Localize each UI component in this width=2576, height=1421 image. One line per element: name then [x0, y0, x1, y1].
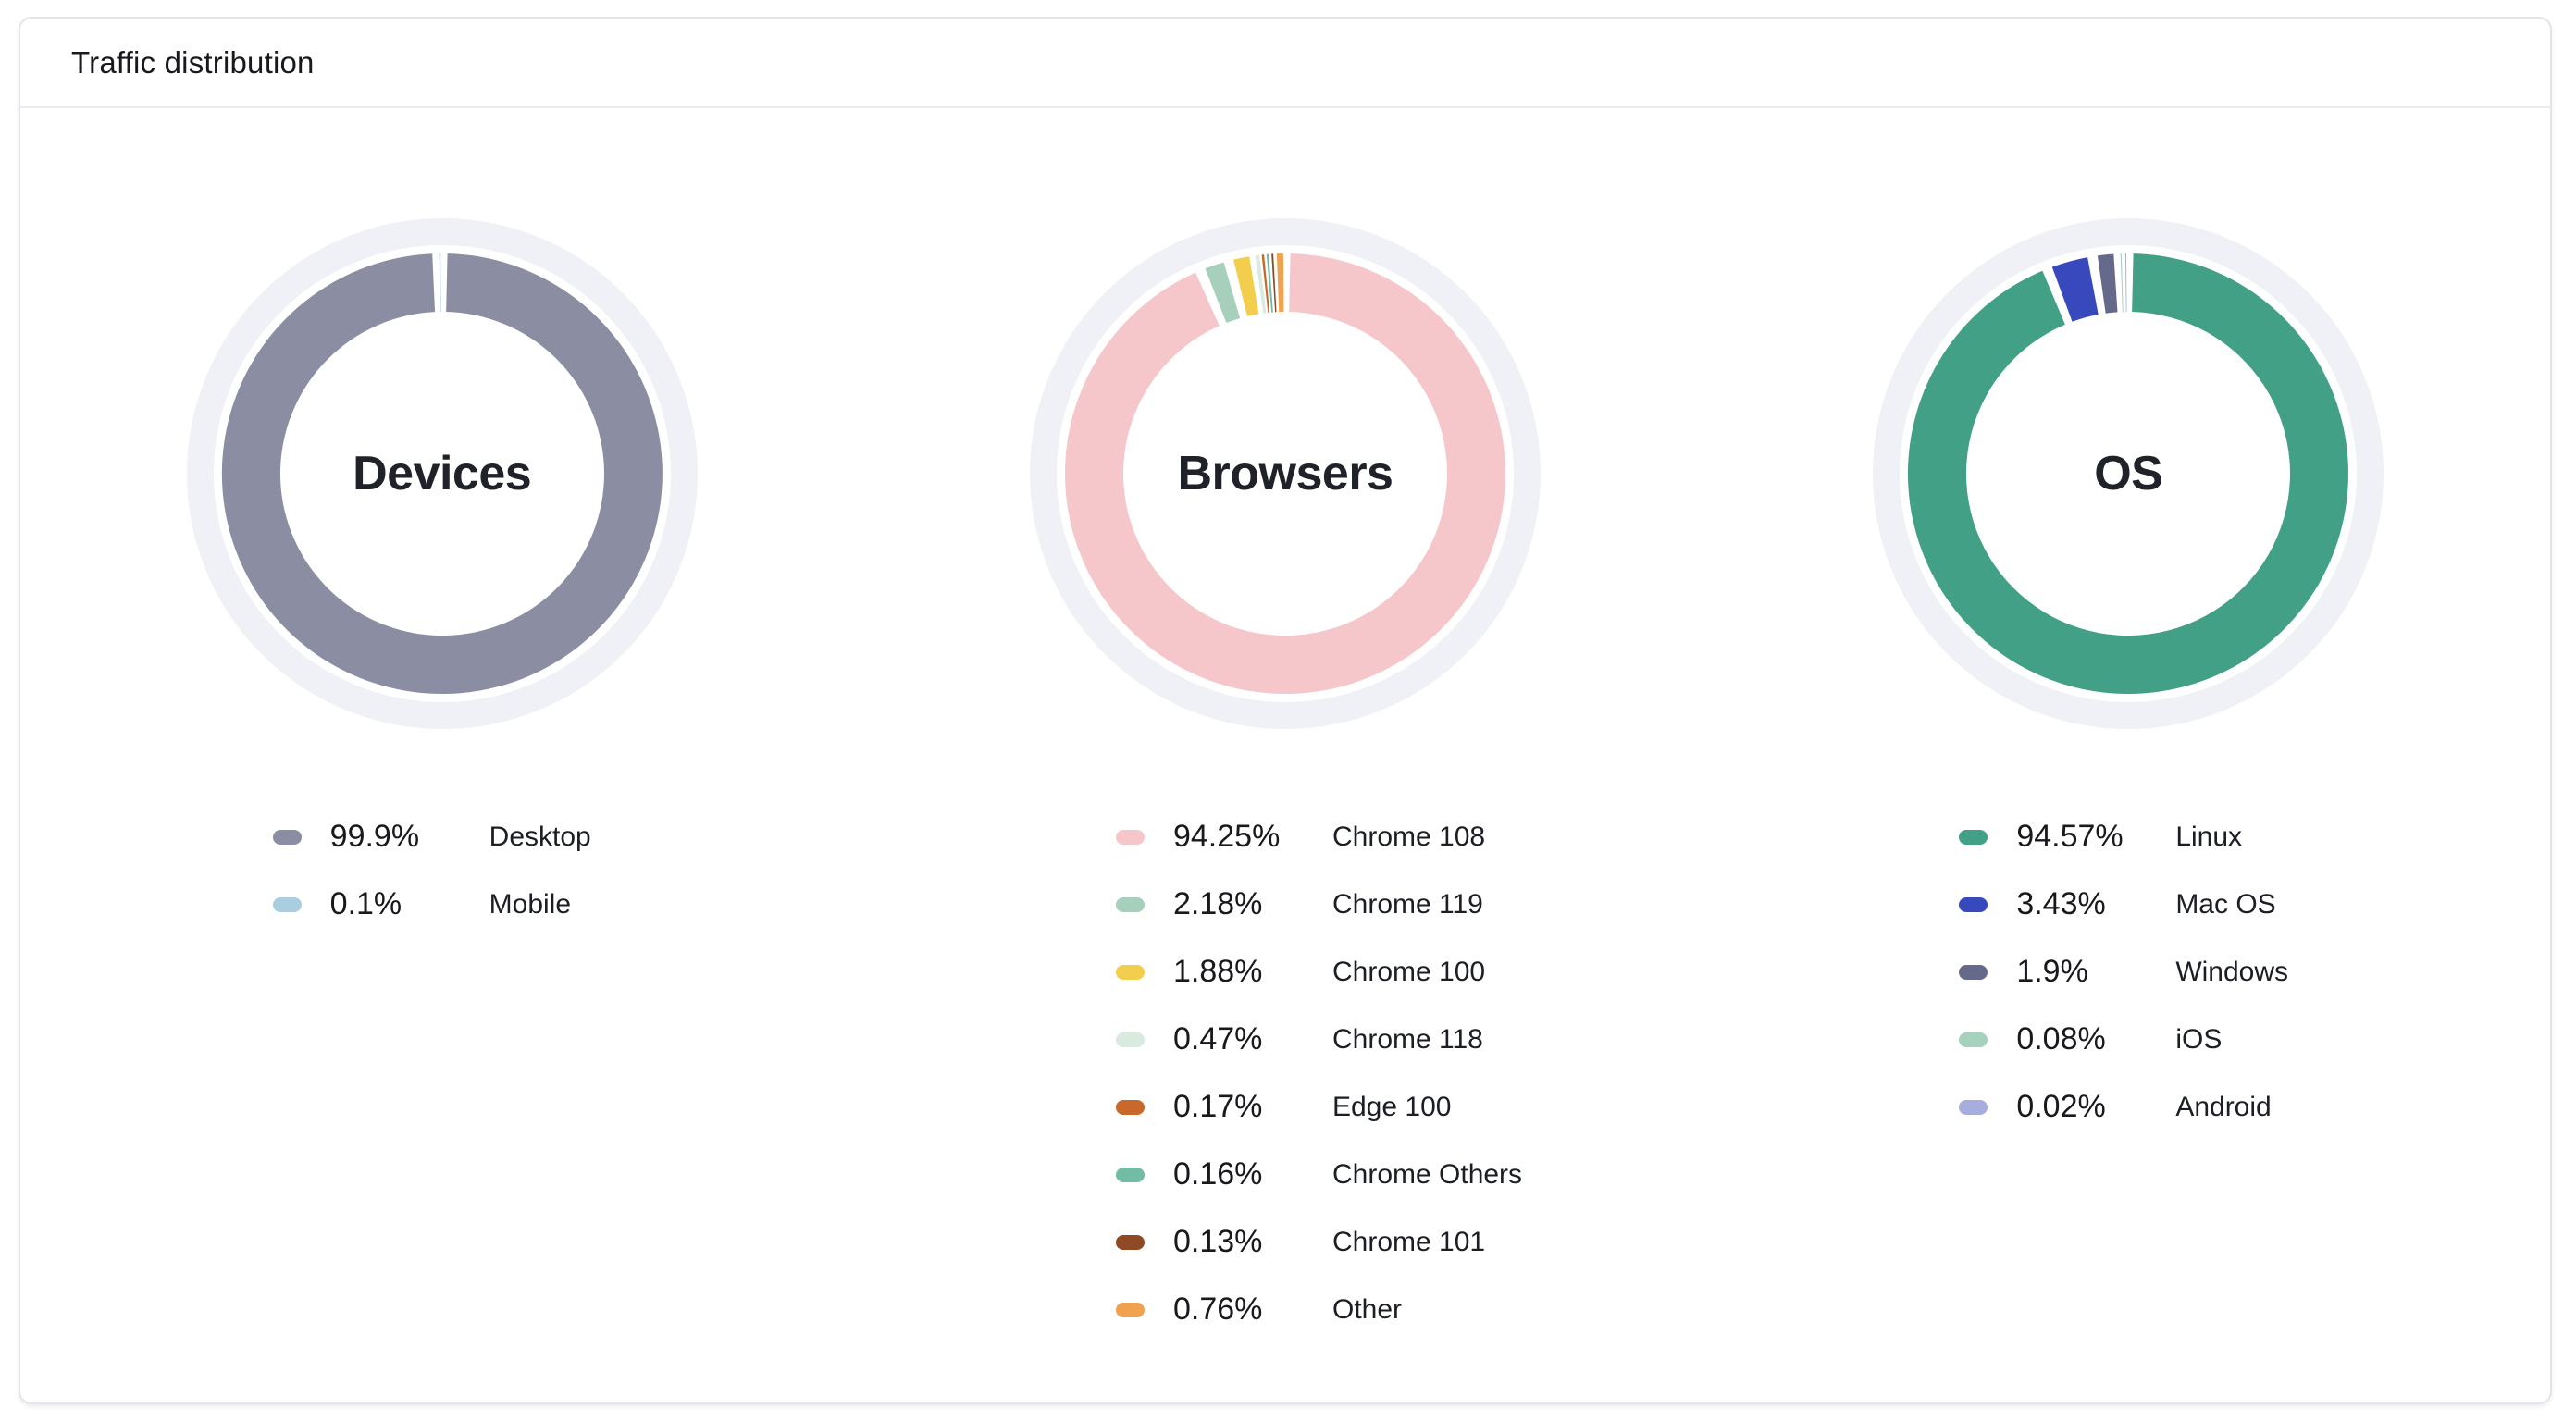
donut-slice-desktop[interactable] — [221, 253, 663, 695]
donut-chart[interactable]: OS — [1869, 215, 2387, 733]
donut-slice-chrome-others[interactable] — [1266, 253, 1273, 313]
legend-row-edge-100[interactable]: 0.17% Edge 100 — [1115, 1073, 1707, 1141]
legend-value: 0.02% — [2016, 1089, 2106, 1124]
donut-slice-windows[interactable] — [2098, 253, 2118, 314]
legend-value: 0.76% — [1172, 1291, 1263, 1327]
legend-label: Desktop — [489, 821, 591, 852]
legend-row-other[interactable]: 0.76% Other — [1115, 1276, 1707, 1343]
legend-row-chrome-108[interactable]: 94.25% Chrome 108 — [1115, 803, 1707, 871]
legend-value: 3.43% — [2016, 886, 2106, 921]
legend-value: 0.1% — [329, 886, 402, 921]
legend-swatch — [1115, 1099, 1145, 1115]
donut-chart[interactable]: Browsers — [1026, 215, 1544, 733]
legend-swatch — [1115, 1167, 1145, 1182]
donut-slice-ios[interactable] — [2120, 253, 2124, 313]
donut-slice-chrome-119[interactable] — [1205, 262, 1241, 323]
legend-label: Chrome 119 — [1331, 888, 1483, 920]
donut-svg — [1873, 218, 2384, 729]
legend-swatch — [1959, 964, 1988, 980]
donut-svg — [186, 218, 698, 729]
legend-label: Chrome Others — [1331, 1158, 1523, 1190]
donut-slice-chrome-108[interactable] — [1064, 253, 1505, 695]
legend-value: 0.08% — [2016, 1021, 2106, 1056]
legend-swatch — [1115, 1234, 1145, 1250]
chart-column-devices: Devices 99.9% Desktop 0.1% Mobile — [20, 215, 863, 1343]
legend-row-chrome-118[interactable]: 0.47% Chrome 118 — [1115, 1006, 1707, 1073]
legend-swatch — [1115, 896, 1145, 912]
card-header: Traffic distribution — [20, 19, 2550, 108]
legend-swatch — [1959, 896, 1988, 912]
legend-swatch — [272, 829, 302, 845]
legend-label: Chrome 101 — [1331, 1226, 1486, 1257]
legend: 99.9% Desktop 0.1% Mobile — [20, 803, 863, 938]
legend-row-ios[interactable]: 0.08% iOS — [1959, 1006, 2550, 1073]
legend-label: Mac OS — [2175, 888, 2276, 920]
legend-swatch — [1115, 964, 1145, 980]
legend-label: Android — [2175, 1091, 2272, 1122]
legend-value: 0.16% — [1172, 1156, 1263, 1192]
legend-value: 2.18% — [1172, 886, 1263, 921]
donut-track — [1029, 218, 1541, 729]
legend-row-android[interactable]: 0.02% Android — [1959, 1073, 2550, 1141]
legend-row-linux[interactable]: 94.57% Linux — [1959, 803, 2550, 871]
legend-swatch — [1115, 1302, 1145, 1317]
donut-slice-other[interactable] — [1276, 253, 1284, 313]
legend-value: 99.9% — [329, 819, 420, 854]
legend-label: Chrome 118 — [1331, 1023, 1483, 1055]
chart-column-browsers: Browsers 94.25% Chrome 108 2.18% Chrome … — [863, 215, 1706, 1343]
donut-svg — [1029, 218, 1541, 729]
legend: 94.25% Chrome 108 2.18% Chrome 119 1.88%… — [863, 803, 1706, 1343]
legend-row-chrome-others[interactable]: 0.16% Chrome Others — [1115, 1141, 1707, 1208]
donut-chart[interactable]: Devices — [183, 215, 701, 733]
legend-row-chrome-101[interactable]: 0.13% Chrome 101 — [1115, 1208, 1707, 1276]
donut-track — [186, 218, 698, 729]
legend-value: 0.17% — [1172, 1089, 1263, 1124]
legend-label: Chrome 100 — [1331, 956, 1486, 987]
legend-swatch — [1115, 1032, 1145, 1047]
legend-label: iOS — [2175, 1023, 2223, 1055]
legend-swatch — [1959, 1032, 1988, 1047]
donut-slice-chrome-100[interactable] — [1233, 256, 1259, 316]
legend-swatch — [1959, 1099, 1988, 1115]
legend-label: Windows — [2175, 956, 2289, 987]
legend-swatch — [1115, 829, 1145, 845]
legend-row-chrome-100[interactable]: 1.88% Chrome 100 — [1115, 938, 1707, 1006]
donut-slice-chrome-101[interactable] — [1271, 253, 1277, 313]
legend-value: 1.9% — [2016, 954, 2088, 989]
legend-swatch — [1959, 829, 1988, 845]
donut-slice-mac-os[interactable] — [2052, 257, 2099, 322]
donut-slice-android[interactable] — [2125, 253, 2127, 313]
legend-value: 0.13% — [1172, 1224, 1263, 1259]
legend-value: 1.88% — [1172, 954, 1263, 989]
legend-value: 94.25% — [1172, 819, 1281, 854]
legend: 94.57% Linux 3.43% Mac OS 1.9% Windows 0… — [1707, 803, 2550, 1141]
legend-label: Mobile — [489, 888, 572, 920]
traffic-distribution-card: Traffic distribution Devices 99.9% Deskt… — [19, 17, 2552, 1404]
legend-row-mobile[interactable]: 0.1% Mobile — [272, 871, 864, 938]
legend-swatch — [272, 896, 302, 912]
charts-row: Devices 99.9% Desktop 0.1% Mobile Browse… — [20, 108, 2550, 1343]
chart-column-os: OS 94.57% Linux 3.43% Mac OS 1.9% Window… — [1707, 215, 2550, 1343]
donut-slice-chrome-118[interactable] — [1255, 254, 1267, 314]
legend-label: Edge 100 — [1331, 1091, 1452, 1122]
legend-row-desktop[interactable]: 99.9% Desktop — [272, 803, 864, 871]
donut-track — [1873, 218, 2384, 729]
donut-slice-mobile[interactable] — [439, 253, 441, 313]
donut-slice-edge-100[interactable] — [1261, 254, 1270, 313]
legend-row-windows[interactable]: 1.9% Windows — [1959, 938, 2550, 1006]
legend-row-mac-os[interactable]: 3.43% Mac OS — [1959, 871, 2550, 938]
legend-label: Other — [1331, 1293, 1403, 1325]
legend-value: 0.47% — [1172, 1021, 1263, 1056]
legend-label: Linux — [2175, 821, 2243, 852]
legend-row-chrome-119[interactable]: 2.18% Chrome 119 — [1115, 871, 1707, 938]
legend-value: 94.57% — [2016, 819, 2124, 854]
card-title: Traffic distribution — [71, 44, 315, 80]
legend-label: Chrome 108 — [1331, 821, 1486, 852]
donut-slice-linux[interactable] — [1908, 253, 2349, 695]
